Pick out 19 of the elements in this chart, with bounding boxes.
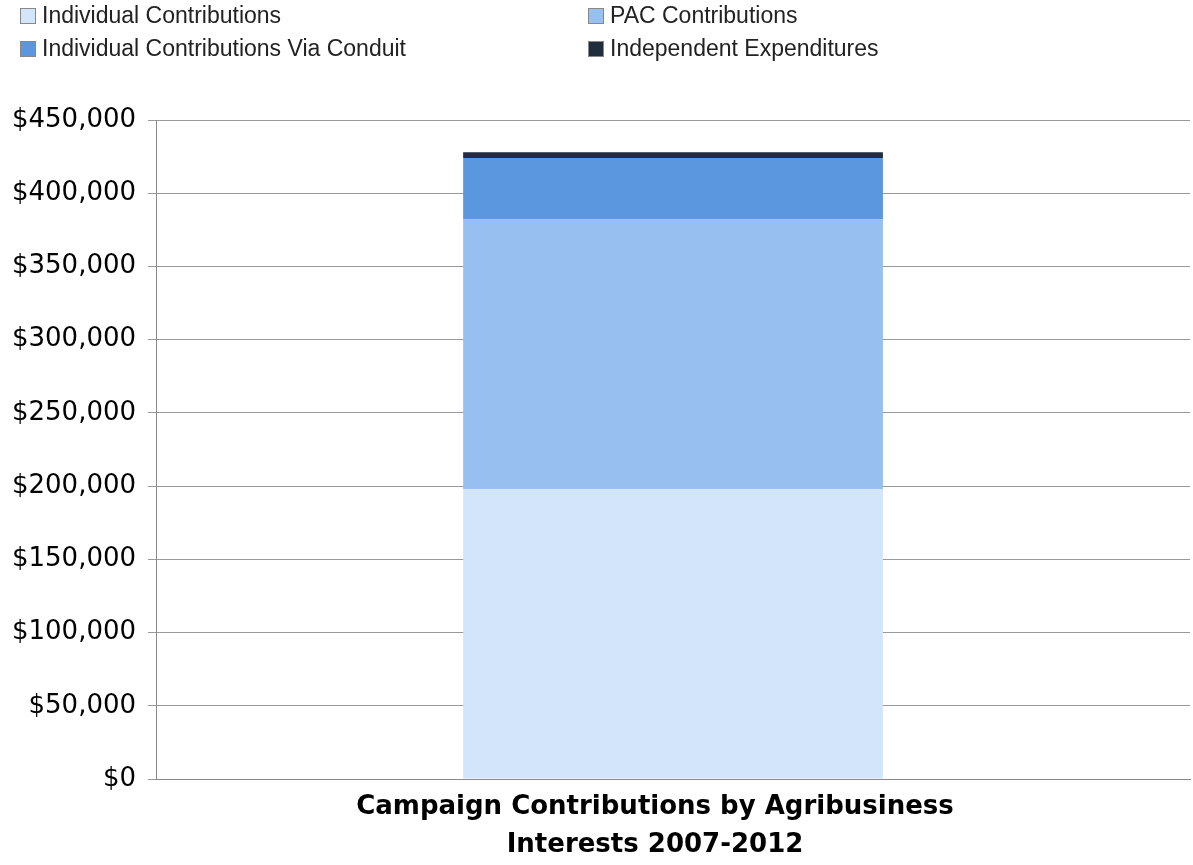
y-tick-label: $300,000 <box>12 322 137 353</box>
y-tick-label: $100,000 <box>12 615 137 646</box>
y-tick-label: $250,000 <box>12 395 137 426</box>
legend-label: Individual Contributions Via Conduit <box>42 35 406 62</box>
bar <box>463 489 883 779</box>
bar <box>463 152 883 159</box>
y-tick-label: $150,000 <box>12 542 137 573</box>
y-tick-label: $0 <box>102 761 137 792</box>
legend-label: Individual Contributions <box>42 2 282 29</box>
y-tick-label: $50,000 <box>28 688 137 719</box>
x-axis-title: Campaign Contributions by Agribusiness Interests 2007-2012 <box>355 789 955 860</box>
y-tick-label: $450,000 <box>12 102 137 133</box>
bar <box>463 158 883 220</box>
legend-label: Independent Expenditures <box>610 35 879 62</box>
legend-label: PAC Contributions <box>610 2 798 29</box>
y-tick-label: $400,000 <box>12 175 137 206</box>
y-tick-label: $200,000 <box>12 468 137 499</box>
y-tick-label: $350,000 <box>12 249 137 280</box>
bar <box>463 219 883 490</box>
